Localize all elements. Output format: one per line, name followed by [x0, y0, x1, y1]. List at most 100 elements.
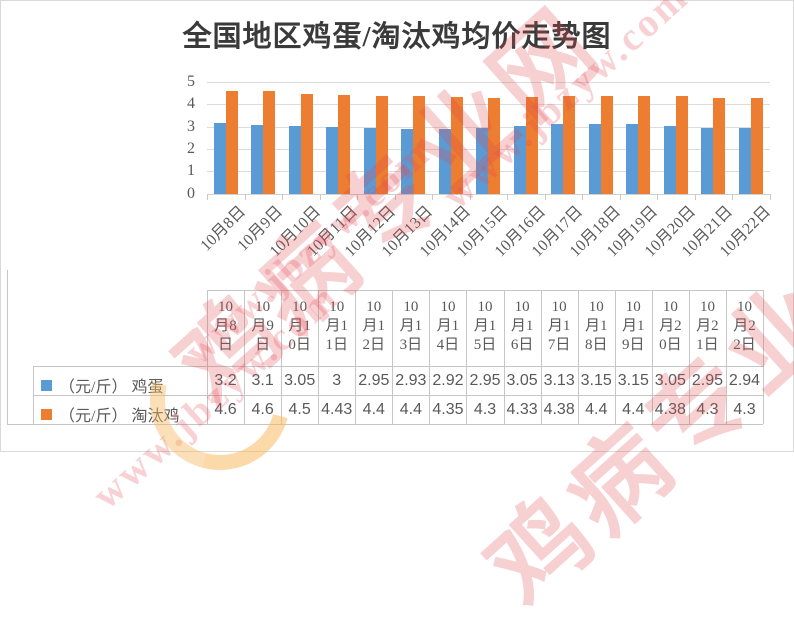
table-border-line [392, 290, 394, 424]
category-tick [469, 193, 471, 200]
y-axis-tick-label: 4 [187, 95, 195, 113]
chicken-price-cell: 4.38 [543, 401, 575, 418]
egg-price-cell: 3.13 [543, 372, 575, 389]
chicken-price-bar [300, 93, 313, 194]
chicken-price-cell: 4.38 [654, 401, 686, 418]
date-header-cell: 10月22日 [733, 299, 756, 353]
chicken-price-cell: 4.3 [733, 401, 756, 418]
table-border-line [244, 290, 246, 424]
chicken-price-cell: 4.33 [506, 401, 538, 418]
chicken-price-bar [375, 95, 388, 194]
egg-price-cell: 2.95 [469, 372, 501, 389]
table-border-line [207, 290, 208, 424]
category-tick [582, 193, 583, 200]
chicken-price-bar [488, 98, 500, 194]
chicken-price-bar [563, 96, 575, 194]
table-border-line [763, 290, 765, 424]
egg-price-bar [251, 124, 263, 194]
egg-price-cell: 3 [332, 372, 342, 389]
date-header-cell: 10月17日 [547, 299, 571, 353]
egg-price-bar [551, 124, 563, 194]
egg-price-bar [438, 128, 451, 194]
chicken-price-bar [225, 91, 238, 194]
chicken-price-cell: 4.35 [432, 401, 464, 418]
table-border-line [503, 290, 505, 424]
date-header-cell: 10月16日 [510, 299, 534, 353]
chicken-price-bar [675, 96, 688, 194]
date-header-cell: 10月20日 [659, 299, 682, 353]
legend-egg: （元/斤） 鸡蛋 [41, 373, 163, 397]
table-border-line [7, 270, 8, 424]
egg-price-cell: 2.92 [432, 372, 464, 389]
date-header-cell: 10月9日 [251, 299, 274, 353]
table-border-line [33, 395, 764, 396]
chicken-price-bar [413, 95, 425, 194]
y-axis-tick-label: 2 [187, 139, 195, 157]
egg-price-bar [626, 123, 638, 194]
chicken-price-bar [750, 98, 763, 194]
table-border-line [207, 290, 764, 291]
legend-label: （元/斤） 淘汰鸡 [59, 408, 180, 425]
egg-price-bar [288, 126, 301, 194]
chicken-price-cell: 4.6 [214, 401, 237, 418]
chicken-price-bar [600, 95, 613, 194]
egg-price-bar [213, 122, 226, 194]
date-header-cell: 10月12日 [362, 299, 386, 353]
legend-label: （元/斤） 鸡蛋 [59, 379, 164, 396]
legend-chicken: （元/斤） 淘汰鸡 [41, 402, 179, 426]
y-axis-tick-label: 1 [187, 162, 195, 180]
category-tick [544, 193, 546, 200]
chicken-price-cell: 4.3 [473, 401, 497, 418]
egg-price-bar [401, 128, 413, 194]
egg-price-cell: 2.94 [728, 372, 761, 389]
chicken-price-cell: 4.4 [622, 401, 645, 418]
chicken-price-bar [263, 91, 275, 194]
egg-price-cell: 3.15 [580, 372, 612, 389]
category-tick [694, 193, 696, 200]
y-axis-tick-label: 0 [187, 184, 195, 202]
chicken-price-bar [713, 98, 725, 194]
chicken-price-cell: 4.5 [288, 401, 311, 418]
egg-price-bar [476, 128, 488, 194]
date-header-cell: 10月19日 [622, 299, 645, 353]
chicken-price-cell: 4.43 [321, 401, 353, 418]
gridline [207, 82, 770, 83]
category-tick [319, 193, 321, 200]
egg-price-cell: 3.15 [617, 372, 649, 389]
date-header-cell: 10月10日 [288, 299, 311, 353]
category-tick [357, 193, 358, 200]
table-border-line [281, 290, 283, 424]
category-tick [732, 193, 733, 200]
category-tick [769, 193, 771, 200]
y-axis-tick-label: 5 [187, 73, 195, 90]
chicken-price-cell: 4.3 [696, 401, 719, 418]
egg-price-bar [513, 126, 526, 194]
date-header-cell: 10月8日 [214, 299, 237, 353]
chart-title: 全国地区鸡蛋/淘汰鸡均价走势图 [182, 21, 612, 53]
table-border-line [318, 290, 320, 424]
egg-price-bar [701, 128, 713, 194]
egg-price-bar [738, 128, 751, 194]
date-header-cell: 10月18日 [584, 299, 608, 353]
date-header-cell: 10月14日 [436, 299, 460, 353]
date-header-cell: 10月21日 [696, 299, 719, 353]
chicken-price-bar [338, 95, 350, 194]
chicken-price-cell: 4.4 [585, 401, 608, 418]
table-border-line [7, 424, 764, 425]
table-border-line [429, 290, 431, 424]
x-axis-line [207, 193, 770, 195]
chicken-series-swatch-icon [41, 408, 52, 420]
y-axis-tick-label: 3 [187, 117, 195, 135]
date-header-cell: 10月11日 [325, 299, 348, 353]
chicken-price-cell: 4.4 [399, 401, 422, 418]
chicken-price-cell: 4.4 [362, 401, 385, 418]
table-border-line [33, 366, 764, 367]
egg-price-cell: 2.95 [691, 372, 723, 389]
chicken-price-bar [525, 97, 538, 194]
egg-price-cell: 2.95 [358, 372, 390, 389]
category-tick [657, 193, 658, 200]
egg-price-cell: 3.2 [214, 372, 237, 389]
table-border-line [466, 290, 468, 424]
table-border-line [651, 290, 653, 424]
egg-price-cell: 3.05 [284, 372, 316, 389]
